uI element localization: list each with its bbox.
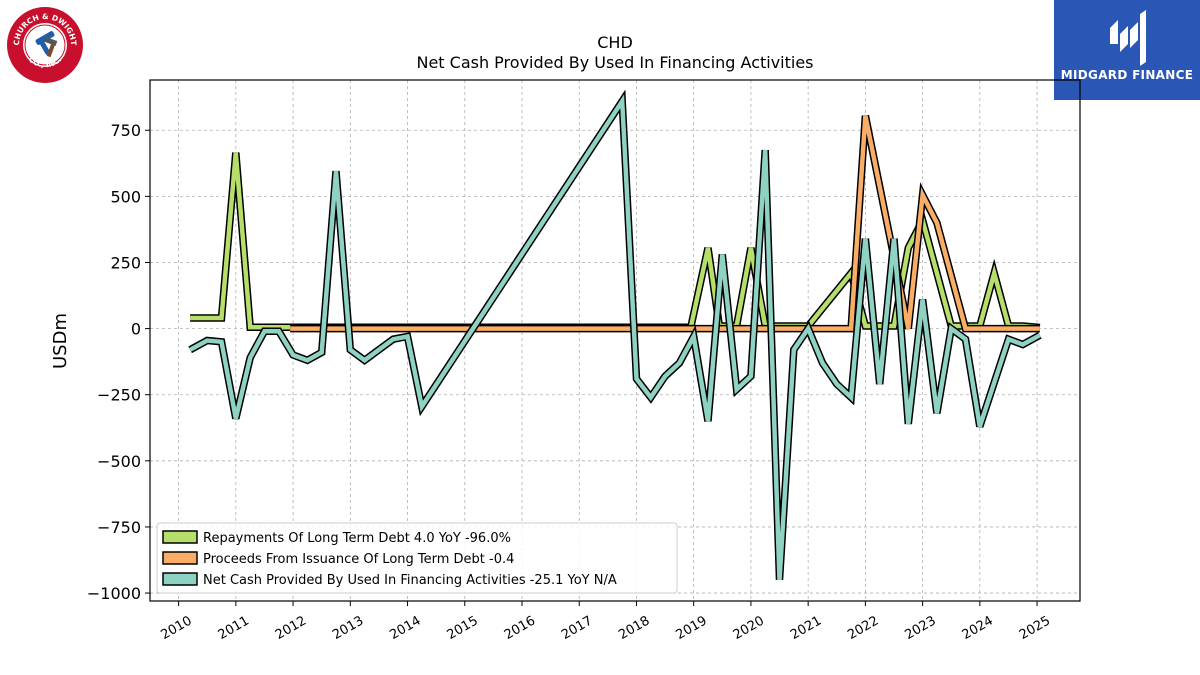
x-tick-label: 2014 xyxy=(387,613,423,643)
x-tick-label: 2019 xyxy=(674,613,710,643)
series-line xyxy=(290,115,1040,331)
series-2 xyxy=(188,89,1042,581)
y-axis-ticks: 750 500 250 0 −250 −500 −750 −1000 xyxy=(87,121,150,603)
legend-swatch xyxy=(162,572,198,586)
arm-hammer-icon xyxy=(35,31,58,58)
x-tick-label: 2011 xyxy=(216,613,252,643)
x-tick-label: 2025 xyxy=(1017,613,1053,643)
svg-text:CO., INC.: CO., INC. xyxy=(27,55,64,70)
series-line-outline xyxy=(290,114,1040,333)
x-tick-label: 2015 xyxy=(445,613,481,643)
series-line-outline xyxy=(188,89,1042,581)
x-tick-label: 2012 xyxy=(273,613,309,643)
series-line xyxy=(189,94,1041,580)
chart-title: CHD xyxy=(597,33,633,52)
y-tick-label: −500 xyxy=(97,452,141,471)
legend-box xyxy=(156,522,678,594)
legend-swatch xyxy=(162,551,198,565)
chart-subtitle: Net Cash Provided By Used In Financing A… xyxy=(416,53,813,72)
series-1 xyxy=(290,114,1040,333)
legend-label: Repayments Of Long Term Debt 4.0 YoY -96… xyxy=(203,531,511,546)
x-axis-ticks: 2010 2011 2012 2013 2014 2015 2016 2017 2018 2019… xyxy=(158,601,1053,643)
y-tick-label: 0 xyxy=(131,320,141,339)
midgard-brand-text: MIDGARD FINANCE xyxy=(1060,68,1194,82)
legend-label: Net Cash Provided By Used In Financing A… xyxy=(203,573,617,588)
x-tick-label: 2022 xyxy=(845,613,881,643)
x-tick-label: 2024 xyxy=(960,613,996,643)
y-tick-label: 750 xyxy=(110,121,141,140)
x-tick-label: 2017 xyxy=(559,613,595,643)
midgard-mark-icon xyxy=(1110,10,1146,66)
y-tick-label: −250 xyxy=(97,386,141,405)
y-tick-label: 500 xyxy=(110,187,141,206)
chart-series xyxy=(188,89,1042,581)
x-tick-label: 2013 xyxy=(330,613,366,643)
x-tick-label: 2018 xyxy=(616,613,652,643)
x-tick-label: 2021 xyxy=(788,613,824,643)
legend-label: Proceeds From Issuance Of Long Term Debt… xyxy=(203,552,514,567)
legend-swatch xyxy=(162,530,198,544)
y-tick-label: 250 xyxy=(110,253,141,272)
y-tick-label: −1000 xyxy=(87,584,141,603)
church-dwight-logo: CHURCH & DWIGHT CO., INC. xyxy=(5,5,85,85)
plot-frame xyxy=(149,79,1081,602)
x-tick-label: 2016 xyxy=(502,613,538,643)
y-tick-label: −750 xyxy=(97,518,141,537)
x-tick-label: 2023 xyxy=(902,613,938,643)
chart-legend: Repayments Of Long Term Debt 4.0 YoY -96… xyxy=(156,522,678,594)
logo-text-bottom: CO., INC. xyxy=(27,55,64,70)
midgard-finance-logo: MIDGARD FINANCE xyxy=(1054,0,1200,100)
x-tick-label: 2020 xyxy=(731,613,767,643)
x-tick-label: 2010 xyxy=(158,613,194,643)
y-axis-label: USDm xyxy=(50,313,71,369)
